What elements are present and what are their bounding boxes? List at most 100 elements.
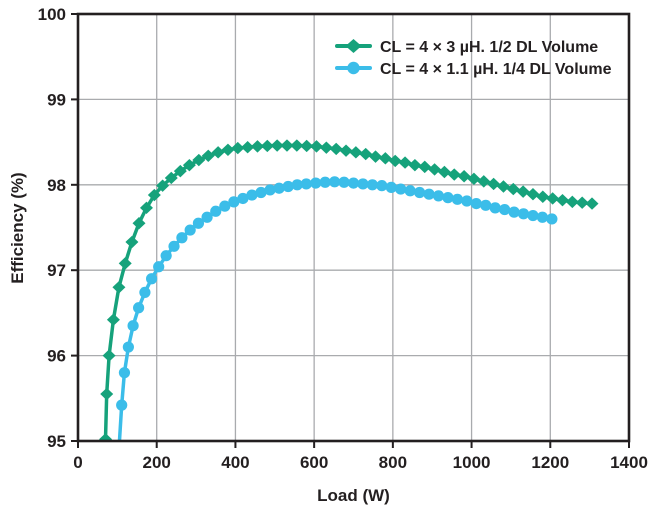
diamond-marker <box>467 172 481 186</box>
diamond-marker <box>329 142 343 156</box>
circle-marker <box>246 189 258 201</box>
diamond-marker <box>477 175 491 188</box>
circle-marker <box>168 240 180 252</box>
diamond-marker <box>506 182 520 196</box>
diamond-marker <box>546 192 560 205</box>
series-line-blue <box>117 180 554 441</box>
diamond-marker <box>102 349 116 362</box>
circle-marker <box>432 190 445 202</box>
legend-label: CL = 4 × 3 µH. 1/2 DL Volume <box>380 39 598 56</box>
diamond-marker <box>260 139 274 153</box>
diamond-marker <box>369 150 383 163</box>
diamond-marker <box>182 158 196 172</box>
circle-marker <box>160 250 172 262</box>
diamond-marker <box>290 139 304 152</box>
circle-marker <box>347 177 360 189</box>
circle-marker <box>291 179 303 191</box>
circle-marker <box>461 195 473 207</box>
diamond-marker <box>270 139 284 152</box>
circle-marker <box>319 176 331 188</box>
diamond-marker <box>487 177 501 191</box>
diamond-marker <box>280 139 294 152</box>
circle-marker <box>127 320 139 332</box>
circle-marker <box>219 200 231 212</box>
diamond-marker <box>106 313 120 326</box>
circle-marker <box>357 178 369 190</box>
diamond-marker <box>192 153 206 167</box>
diamond-marker <box>201 149 215 162</box>
diamond-marker <box>378 152 392 165</box>
circle-marker <box>145 273 158 285</box>
diamond-marker <box>585 197 599 210</box>
diamond-marker <box>349 146 363 159</box>
diamond-marker <box>536 190 550 203</box>
circle-marker <box>228 196 240 208</box>
legend-item-green: CL = 4 × 3 µH. 1/2 DL Volume <box>335 39 598 56</box>
circle-marker <box>310 177 322 189</box>
diamond-marker <box>359 147 373 161</box>
diamond-marker <box>388 154 402 168</box>
circle-marker <box>118 367 131 379</box>
circle-marker <box>517 208 530 220</box>
diamond-marker <box>310 140 324 153</box>
x-tick-label: 1200 <box>531 453 569 472</box>
circle-marker <box>442 192 454 204</box>
diamond-marker <box>173 164 187 178</box>
x-tick-label: 200 <box>143 453 171 472</box>
diamond-marker <box>132 217 146 230</box>
diamond-marker <box>118 257 132 270</box>
diamond-marker <box>250 140 264 153</box>
circle-marker <box>423 188 435 200</box>
circle-marker <box>116 399 128 411</box>
circle-marker <box>489 202 501 214</box>
series-markers-circle <box>116 176 558 411</box>
circle-marker <box>338 176 350 188</box>
circle-marker <box>527 209 539 222</box>
legend-item-blue: CL = 4 × 1.1 µH. 1/4 DL Volume <box>335 61 612 78</box>
circle-marker <box>508 206 520 218</box>
diamond-marker <box>139 201 153 215</box>
circle-marker <box>122 341 134 353</box>
circle-marker <box>153 261 165 273</box>
x-tick-label: 400 <box>221 453 249 472</box>
x-tick-label: 600 <box>300 453 328 472</box>
circle-marker <box>255 186 267 199</box>
y-axis-title: Efficiency (%) <box>8 172 27 284</box>
legend-diamond-marker <box>345 39 362 53</box>
diamond-marker <box>211 146 225 159</box>
circle-marker <box>300 178 312 190</box>
circle-marker <box>139 286 151 299</box>
legend-circle-marker <box>347 61 360 75</box>
x-axis-title: Load (W) <box>317 486 390 505</box>
diamond-marker <box>408 158 422 172</box>
circle-marker <box>395 183 407 195</box>
circle-marker <box>192 217 205 229</box>
diamond-marker <box>496 180 510 193</box>
circle-marker <box>480 199 492 211</box>
gridlines <box>78 14 629 441</box>
diamond-marker <box>112 281 126 294</box>
diamond-marker <box>516 185 530 198</box>
y-tick-label: 97 <box>47 261 66 280</box>
y-tick-label: 98 <box>47 176 66 195</box>
diamond-marker <box>555 193 569 207</box>
diamond-marker <box>221 143 235 156</box>
diamond-marker <box>575 196 589 209</box>
series-group <box>99 139 599 441</box>
plot-border <box>76 12 631 443</box>
y-tick-label: 99 <box>47 90 66 109</box>
diamond-marker <box>398 156 412 169</box>
circle-marker <box>451 193 464 205</box>
x-tick-label: 1400 <box>610 453 648 472</box>
diamond-marker <box>156 179 170 192</box>
diamond-marker <box>418 160 432 174</box>
x-tick-label: 800 <box>379 453 407 472</box>
y-tick-label: 95 <box>47 432 66 451</box>
diamond-marker <box>526 187 540 201</box>
circle-marker <box>264 184 276 196</box>
diamond-marker <box>457 170 471 183</box>
circle-marker <box>201 211 213 223</box>
diamond-marker <box>100 387 114 401</box>
